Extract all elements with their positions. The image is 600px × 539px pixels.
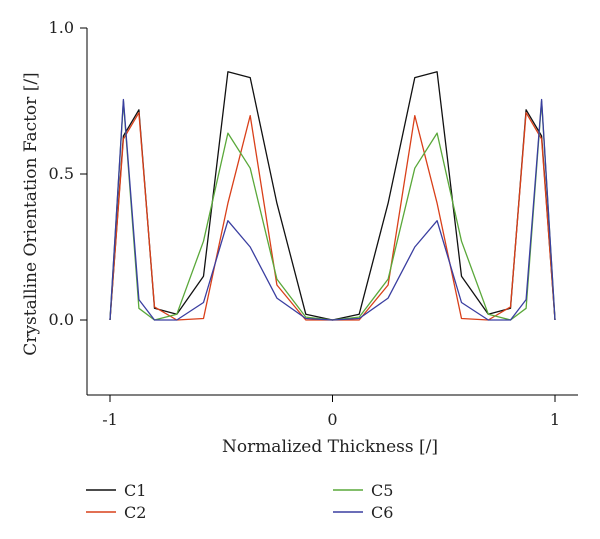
y-tick-label: 1.0 xyxy=(49,18,74,37)
series-line-c1 xyxy=(109,71,556,321)
series-line-c6 xyxy=(109,98,556,321)
series-line-c5 xyxy=(109,100,556,321)
x-axis-title: Normalized Thickness [/] xyxy=(222,437,438,457)
y-tick-label: 0.0 xyxy=(49,310,74,329)
series-lines xyxy=(109,71,556,321)
legend-label-c6: C6 xyxy=(371,503,393,522)
series-line-c2 xyxy=(109,112,556,321)
axes xyxy=(86,28,578,396)
legend-label-c1: C1 xyxy=(124,481,146,500)
legend-label-c5: C5 xyxy=(371,481,393,500)
legend: C1 C2 C5 C6 xyxy=(86,481,393,522)
x-tick-label: 0 xyxy=(327,410,337,429)
legend-label-c2: C2 xyxy=(124,503,146,522)
tick-labels: -1 0 1 0.0 0.5 1.0 xyxy=(49,18,561,429)
y-axis-title: Crystalline Orientation Factor [/] xyxy=(21,72,41,355)
x-tick-label: -1 xyxy=(102,410,118,429)
ticks xyxy=(80,27,556,402)
y-tick-label: 0.5 xyxy=(49,164,74,183)
x-tick-label: 1 xyxy=(550,410,560,429)
